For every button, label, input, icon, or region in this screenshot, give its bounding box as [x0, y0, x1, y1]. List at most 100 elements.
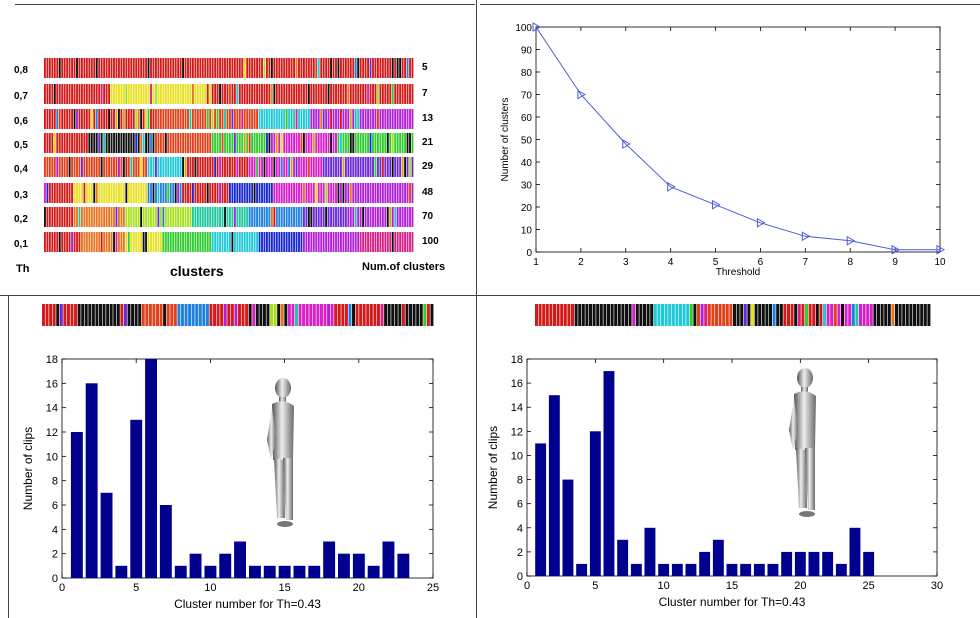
y-tick-label: 20: [521, 203, 533, 214]
bar: [263, 565, 276, 578]
bar: [644, 527, 656, 576]
y-tick-label: 14: [46, 403, 58, 415]
cluster-strip: [44, 157, 414, 177]
cluster-count-label: 100: [422, 236, 439, 247]
vertical-divider: [476, 0, 477, 618]
bar: [630, 563, 642, 576]
bar: [130, 419, 143, 578]
x-tick-label: 30: [931, 580, 943, 592]
bar: [367, 565, 380, 578]
y-tick-label: 12: [46, 427, 58, 439]
y-tick-label: 0: [517, 571, 523, 583]
barSvg2-human-figure-icon: [789, 368, 816, 517]
cluster-count-label: 5: [422, 62, 428, 73]
y-tick-label: 16: [46, 378, 58, 390]
bar: [658, 563, 670, 576]
data-point: [846, 235, 856, 246]
data-point: [801, 231, 811, 242]
data-point: [667, 181, 676, 192]
bar: [323, 541, 336, 578]
cluster-count-label: 7: [422, 88, 428, 99]
x-tick-label: 10: [204, 582, 216, 594]
y-tick-label: 70: [521, 91, 533, 102]
x-tick-label: 1: [533, 257, 539, 268]
y-tick-label: 100: [515, 23, 532, 34]
bar: [685, 563, 697, 576]
cluster-strip: [535, 304, 931, 326]
y-tick-label: 8: [517, 475, 523, 487]
x-tick-label: 5: [713, 257, 719, 268]
y-tick-label: 10: [46, 451, 58, 463]
x-tick-label: 8: [847, 257, 853, 268]
x-tick-label: 20: [353, 582, 365, 594]
y-tick-label: 10: [511, 450, 523, 462]
cluster-strip: [44, 133, 414, 153]
th-header: Th: [16, 263, 30, 275]
y-tick-label: 40: [521, 158, 533, 169]
y-tick-label: 18: [46, 354, 58, 366]
y-tick-label: 12: [511, 426, 523, 438]
y-tick-label: 60: [521, 113, 533, 124]
bar: [863, 551, 875, 576]
y-tick-label: 30: [521, 181, 533, 192]
x-tick-label: 20: [794, 580, 806, 592]
threshold-line-chart: 1 2 3 4 5 6 7 8 9 100102030405060708090100Thresho…: [500, 22, 946, 278]
bar: [753, 563, 765, 576]
x-tick-label: 25: [863, 580, 875, 592]
cluster-strip: [44, 58, 414, 78]
x-tick-label: 15: [726, 580, 738, 592]
clusters-header: clusters: [170, 263, 224, 279]
y-tick-label: 6: [517, 499, 523, 511]
x-tick-label: 3: [623, 257, 629, 268]
bar: [85, 383, 98, 578]
x-tick-label: 25: [427, 582, 439, 594]
x-tick-label: 5: [133, 582, 139, 594]
bar: [576, 563, 588, 576]
bar: [397, 553, 410, 578]
bar: [115, 565, 128, 578]
th-label: 0,3: [14, 190, 28, 201]
bar: [767, 563, 779, 576]
y-tick-label: 6: [52, 500, 58, 512]
bar: [671, 563, 683, 576]
bar: [726, 563, 738, 576]
y-tick-label: 16: [511, 378, 523, 390]
bar: [535, 443, 547, 576]
bar: [338, 553, 350, 578]
y-tick-label: 2: [52, 549, 58, 561]
th-label: 0,8: [14, 65, 28, 76]
data-point: [577, 89, 586, 100]
x-tick-label: 10: [934, 257, 946, 268]
bar: [234, 541, 246, 578]
series-line: [535, 26, 940, 251]
bar: [70, 432, 83, 578]
x-tick-label: 6: [758, 257, 764, 268]
bar: [204, 565, 217, 578]
barSvg1-human-figure-icon: [267, 378, 294, 527]
y-tick-label: 14: [511, 402, 523, 414]
y-tick-label: 50: [521, 136, 533, 147]
x-tick-label: 2: [578, 257, 584, 268]
cluster-count-label: 13: [422, 113, 434, 124]
bar: [219, 553, 232, 578]
th-label: 0,4: [14, 164, 28, 175]
bar: [382, 541, 395, 578]
y-tick-label: 18: [511, 354, 523, 366]
data-point: [756, 217, 766, 228]
cluster-strip: [44, 183, 414, 203]
bar: [740, 563, 752, 576]
bar: [712, 539, 724, 576]
th-label: 0,2: [14, 214, 28, 225]
x-tick-label: 0: [524, 580, 530, 592]
y-tick-label: 10: [521, 226, 533, 237]
histogram-left-panel: 0 5 10 15 20 25 0 2 4 6 8 10 12 14 16 18 Cluster number …: [21, 304, 439, 611]
bar: [849, 527, 861, 576]
cluster-count-label: 29: [422, 161, 434, 172]
cluster-strip: [44, 109, 414, 129]
x-tick-label: 10: [658, 580, 670, 592]
bar: [293, 565, 306, 578]
bar: [308, 565, 321, 578]
cluster-strip: [42, 304, 434, 326]
x-tick-label: 9: [892, 257, 898, 268]
bar: [589, 431, 601, 576]
